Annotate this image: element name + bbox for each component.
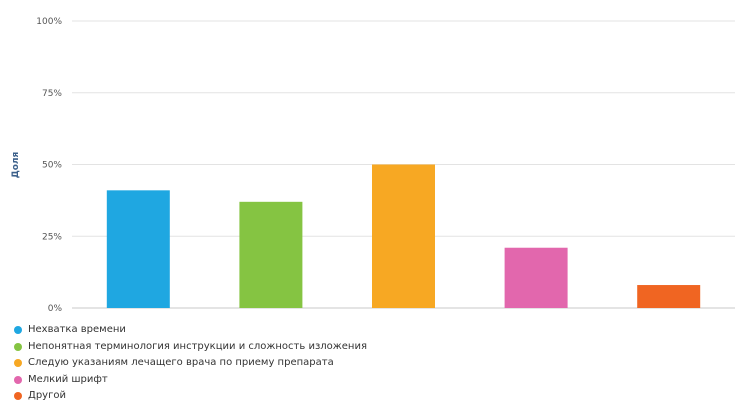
legend-marker-icon (14, 375, 22, 384)
y-tick-label: 25% (42, 232, 62, 242)
legend-label: Нехватка времени (28, 324, 126, 335)
legend-marker-icon (14, 392, 22, 401)
legend-item[interactable]: Нехватка времени (14, 322, 367, 339)
legend-item[interactable]: Следую указаниям лечащего врача по прием… (14, 355, 367, 372)
y-tick-label: 0% (48, 304, 63, 314)
y-axis-title: Доля (11, 151, 21, 178)
y-tick-label: 100% (36, 17, 62, 27)
bar[interactable] (637, 285, 701, 308)
legend-label: Другой (28, 390, 66, 401)
y-tick-labels: 0% 25% 50% 75% 100% (36, 17, 62, 314)
bar[interactable] (106, 190, 170, 308)
legend-label: Непонятная терминология инструкции и сло… (28, 340, 367, 352)
bars (106, 164, 701, 309)
legend-marker-icon (14, 342, 22, 351)
y-tick-label: 75% (42, 89, 62, 99)
legend-marker-icon (14, 359, 22, 368)
bar[interactable] (239, 201, 303, 308)
bar[interactable] (504, 247, 568, 308)
legend-label: Мелкий шрифт (28, 373, 108, 385)
legend-label: Следую указаниям лечащего врача по прием… (28, 357, 334, 368)
legend-marker-icon (14, 326, 22, 335)
legend-item[interactable]: Мелкий шрифт (14, 372, 367, 389)
legend-item[interactable]: Другой (14, 388, 367, 405)
legend: Нехватка времени Непонятная терминология … (14, 322, 367, 405)
bar[interactable] (372, 164, 435, 309)
legend-item[interactable]: Непонятная терминология инструкции и сло… (14, 339, 367, 356)
y-tick-label: 50% (42, 161, 62, 171)
